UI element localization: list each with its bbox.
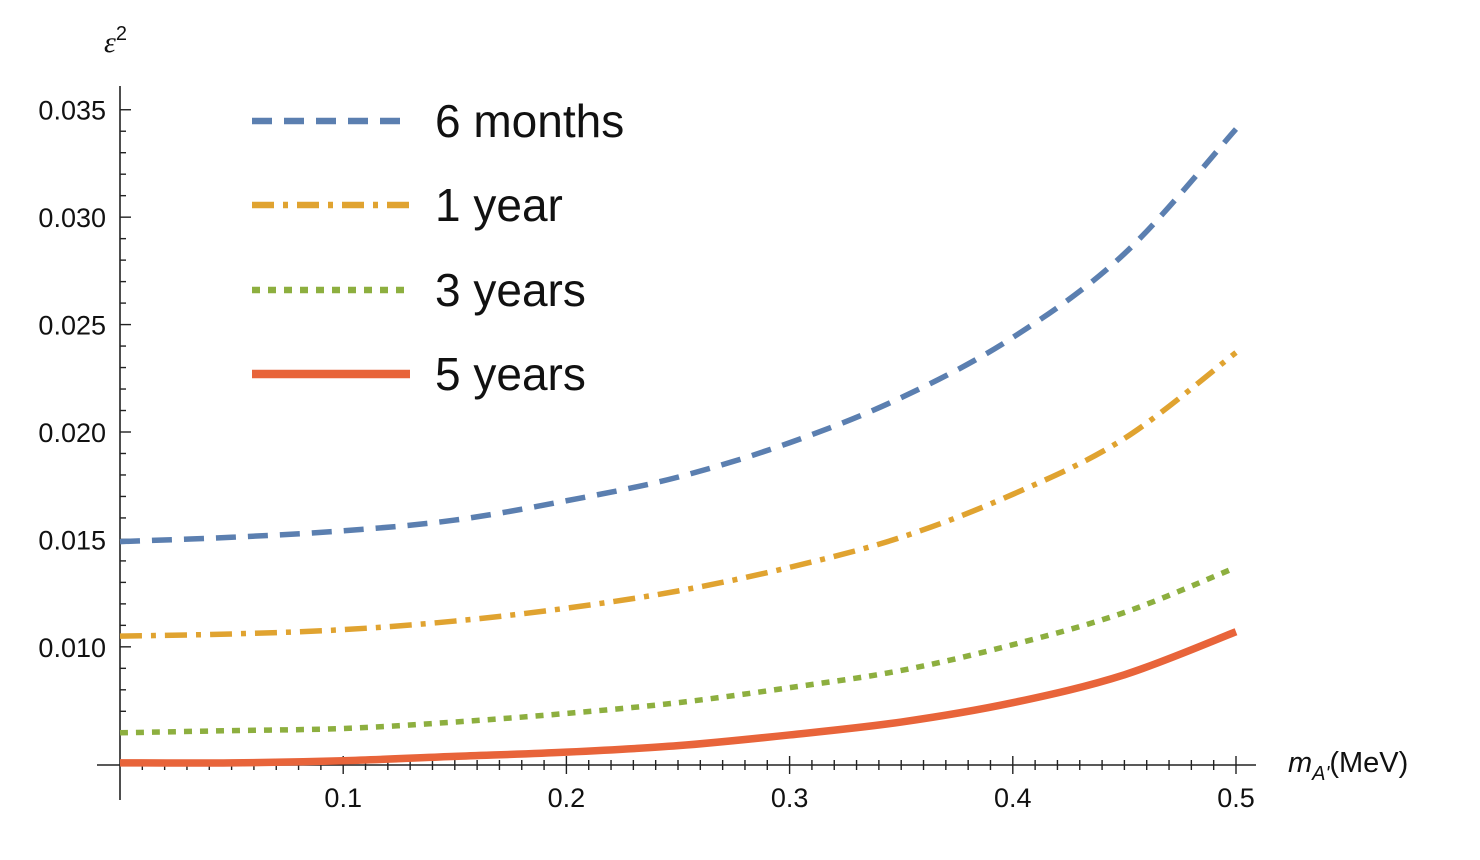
- y-tick-label: 0.035: [38, 96, 106, 126]
- series-line-5-years: [119, 628, 1238, 767]
- x-tick-label: 0.5: [1217, 783, 1255, 813]
- y-tick-label: 0.010: [38, 633, 106, 663]
- y-axis-label: ε2: [104, 23, 127, 59]
- series-lines: [119, 127, 1239, 767]
- x-axis-label-sub: A': [1311, 763, 1330, 785]
- x-tick-label: 0.3: [771, 783, 809, 813]
- series-line-6-months: [119, 127, 1239, 545]
- legend-label: 1 year: [435, 179, 563, 231]
- x-tick-label: 0.2: [548, 783, 586, 813]
- y-tick-label: 0.020: [38, 418, 106, 448]
- legend-label: 5 years: [435, 348, 586, 400]
- x-axis-label-main: m: [1288, 747, 1312, 779]
- y-tick-label: 0.030: [38, 203, 106, 233]
- x-axis-label: mA'(MeV): [1288, 747, 1408, 785]
- axis-ticks: 0.1 0.2 0.3 0.4 0.5 0.010 0.015 0.020 0.025 0.030…: [38, 96, 1254, 813]
- y-axis-label-sup: 2: [116, 23, 127, 45]
- x-axis-label-unit: (MeV): [1329, 747, 1408, 779]
- legend: 6 months 1 year 3 years 5 years: [252, 95, 624, 400]
- y-tick-label: 0.015: [38, 525, 106, 555]
- x-tick-label: 0.1: [324, 783, 362, 813]
- series-line-3-years: [119, 564, 1238, 736]
- legend-label: 6 months: [435, 95, 624, 147]
- series-line-1-year: [119, 350, 1238, 639]
- legend-label: 3 years: [435, 264, 586, 316]
- y-tick-label: 0.025: [38, 311, 106, 341]
- x-tick-label: 0.4: [994, 783, 1032, 813]
- axes: [97, 86, 1256, 800]
- y-axis-label-main: ε: [104, 26, 116, 59]
